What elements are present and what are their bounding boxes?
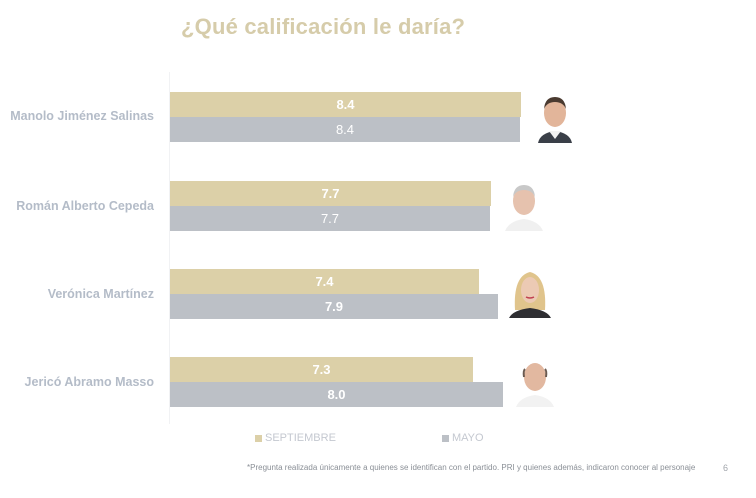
category-label: Jericó Abramo Masso xyxy=(24,375,154,389)
page-number: 6 xyxy=(723,463,729,473)
bar-mayo: 8.0 xyxy=(170,382,503,407)
bar-septiembre: 7.3 xyxy=(170,357,473,382)
man-portrait-icon xyxy=(538,97,572,143)
category-axis-line xyxy=(169,72,170,424)
bar-septiembre: 7.4 xyxy=(170,269,479,294)
category-label: Manolo Jiménez Salinas xyxy=(10,109,154,123)
legend-swatch xyxy=(442,434,449,442)
category-label: Verónica Martínez xyxy=(47,287,154,301)
woman-portrait-icon xyxy=(509,272,551,318)
bar-septiembre: 7.7 xyxy=(170,181,491,206)
category-label: Román Alberto Cepeda xyxy=(16,199,154,213)
chart-title: ¿Qué calificación le daría? xyxy=(181,14,466,39)
legend-label: SEPTIEMBRE xyxy=(265,432,336,444)
bar-value: 8.0 xyxy=(327,387,346,402)
bar-mayo: 7.9 xyxy=(170,294,498,319)
man-bald-portrait-icon xyxy=(516,363,554,407)
bar-mayo: 7.7 xyxy=(170,206,490,231)
legend-swatch xyxy=(255,434,262,442)
footnote: *Pregunta realizada únicamente a quienes… xyxy=(247,463,696,472)
bar-mayo: 8.4 xyxy=(170,117,520,142)
bar-value: 7.9 xyxy=(324,299,344,314)
man-gray-hair-portrait-icon xyxy=(505,185,543,231)
bar-value: 7.4 xyxy=(315,274,334,289)
legend-label: MAYO xyxy=(452,432,484,444)
bar-value: 8.4 xyxy=(335,122,355,137)
legend-item-mayo: MAYO xyxy=(442,432,484,444)
bar-value: 7.7 xyxy=(321,186,340,201)
bar-value: 7.7 xyxy=(320,211,340,226)
bar-septiembre: 8.4 xyxy=(170,92,521,117)
bar-value: 8.4 xyxy=(336,97,355,112)
legend-item-septiembre: SEPTIEMBRE xyxy=(255,432,336,444)
bar-value: 7.3 xyxy=(312,362,331,377)
